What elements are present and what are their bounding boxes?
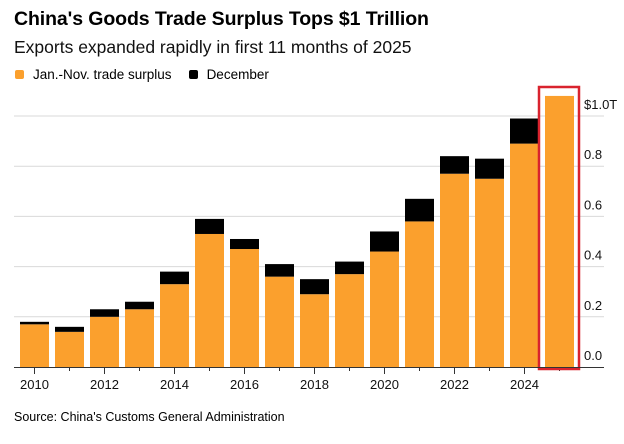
bar-jan-nov-2020 — [370, 251, 399, 367]
y-tick-label: 0.4 — [584, 248, 602, 263]
legend-item-december: December — [188, 67, 269, 82]
legend-label: December — [206, 67, 269, 82]
bar-jan-nov-2016 — [230, 249, 259, 367]
bar-jan-nov-2023 — [475, 178, 504, 367]
legend-swatch-jan-nov — [15, 70, 24, 79]
bar-december-2022 — [440, 156, 469, 174]
bar-december-2021 — [405, 198, 434, 222]
y-tick-label: $1.0T — [584, 97, 617, 112]
bar-jan-nov-2019 — [335, 274, 364, 367]
highlight-box — [537, 85, 581, 371]
chart-subtitle: Exports expanded rapidly in first 11 mon… — [14, 37, 412, 57]
bar-jan-nov-2013 — [125, 309, 154, 367]
bar-jan-nov-2025 — [545, 95, 574, 368]
bar-december-2014 — [160, 271, 189, 285]
y-tick-label: 0.0 — [584, 348, 602, 363]
y-tick-label: 0.2 — [584, 298, 602, 313]
legend: Jan.-Nov. trade surplus December — [15, 67, 286, 82]
bar-jan-nov-2010 — [20, 324, 49, 367]
y-tick-label: 0.8 — [584, 147, 602, 162]
bar-jan-nov-2017 — [265, 276, 294, 367]
bar-jan-nov-2021 — [405, 221, 434, 367]
bar-december-2017 — [265, 264, 294, 277]
bar-december-2016 — [230, 238, 259, 250]
y-tick-label: 0.6 — [584, 197, 602, 212]
bar-jan-nov-2011 — [55, 331, 84, 367]
x-tick-label: 2010 — [20, 377, 49, 392]
bar-december-2018 — [300, 279, 329, 295]
legend-swatch-december — [188, 70, 198, 79]
bar-jan-nov-2018 — [300, 294, 329, 367]
bar-december-2013 — [125, 301, 154, 310]
bar-jan-nov-2022 — [440, 173, 469, 367]
bar-jan-nov-2024 — [510, 143, 539, 367]
bar-december-2019 — [335, 261, 364, 275]
x-tick-label: 2022 — [440, 377, 469, 392]
bar-december-2010 — [20, 321, 49, 325]
bar-december-2024 — [510, 118, 539, 144]
x-tick-label: 2016 — [230, 377, 259, 392]
x-tick-label: 2012 — [90, 377, 119, 392]
legend-item-jan-nov: Jan.-Nov. trade surplus — [15, 67, 172, 82]
x-tick-label: 2020 — [370, 377, 399, 392]
bar-jan-nov-2012 — [90, 316, 119, 367]
x-tick-label: 2024 — [510, 377, 539, 392]
bar-december-2012 — [90, 309, 119, 317]
x-tick-label: 2018 — [300, 377, 329, 392]
x-tick-label: 2014 — [160, 377, 189, 392]
source-note: Source: China's Customs General Administ… — [14, 410, 285, 424]
bar-december-2023 — [475, 158, 504, 179]
legend-label: Jan.-Nov. trade surplus — [33, 67, 172, 82]
chart-title: China's Goods Trade Surplus Tops $1 Tril… — [14, 8, 429, 30]
bar-december-2011 — [55, 326, 84, 332]
bar-december-2020 — [370, 231, 399, 252]
bar-december-2015 — [195, 218, 224, 234]
bar-jan-nov-2015 — [195, 233, 224, 367]
bar-jan-nov-2014 — [160, 284, 189, 367]
